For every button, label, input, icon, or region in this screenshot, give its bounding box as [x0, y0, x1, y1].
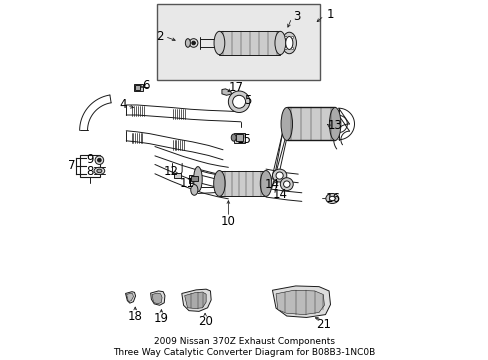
Ellipse shape — [228, 91, 249, 112]
Text: 10: 10 — [221, 215, 235, 228]
Text: 1: 1 — [326, 8, 334, 21]
Ellipse shape — [193, 167, 202, 192]
Ellipse shape — [97, 169, 102, 173]
Bar — [219, 31, 280, 55]
Ellipse shape — [94, 167, 104, 175]
Text: 2: 2 — [156, 30, 163, 43]
Ellipse shape — [213, 171, 224, 196]
Text: 4: 4 — [119, 98, 126, 111]
Circle shape — [291, 48, 293, 50]
Polygon shape — [182, 289, 211, 311]
Text: 6: 6 — [142, 80, 149, 93]
Ellipse shape — [282, 32, 296, 54]
Text: 18: 18 — [127, 310, 142, 323]
Circle shape — [291, 36, 293, 39]
Text: 9: 9 — [86, 153, 94, 166]
Polygon shape — [125, 292, 135, 303]
Ellipse shape — [285, 36, 292, 49]
Text: 12: 12 — [163, 165, 178, 178]
Ellipse shape — [281, 108, 292, 140]
Text: 11: 11 — [179, 177, 194, 190]
Bar — [191, 176, 197, 181]
Bar — [236, 134, 243, 141]
Polygon shape — [222, 89, 231, 95]
Circle shape — [191, 41, 195, 45]
Ellipse shape — [214, 31, 224, 55]
Polygon shape — [272, 286, 330, 318]
Ellipse shape — [283, 181, 289, 188]
Text: 20: 20 — [197, 315, 212, 328]
Polygon shape — [184, 292, 206, 309]
Ellipse shape — [329, 108, 340, 140]
Text: 8: 8 — [86, 166, 94, 179]
Text: 16: 16 — [325, 192, 340, 205]
Text: 15: 15 — [237, 132, 251, 145]
Text: 5: 5 — [244, 94, 251, 107]
Ellipse shape — [232, 95, 245, 108]
Bar — [219, 171, 265, 196]
Ellipse shape — [260, 171, 271, 196]
Text: 7: 7 — [68, 159, 75, 172]
Ellipse shape — [280, 178, 293, 190]
Ellipse shape — [185, 39, 190, 47]
Ellipse shape — [275, 172, 283, 179]
Bar — [286, 108, 334, 140]
Ellipse shape — [329, 196, 334, 201]
Ellipse shape — [190, 185, 198, 195]
Bar — [173, 174, 181, 178]
Bar — [234, 132, 244, 143]
Text: 21: 21 — [315, 319, 330, 332]
Polygon shape — [152, 293, 162, 304]
Circle shape — [95, 156, 103, 165]
Bar — [156, 4, 319, 80]
Bar — [134, 84, 142, 91]
Ellipse shape — [325, 193, 338, 203]
Text: 14: 14 — [264, 178, 279, 191]
Bar — [135, 85, 140, 90]
Polygon shape — [150, 291, 164, 305]
Text: 17: 17 — [228, 81, 243, 94]
Bar — [80, 156, 100, 177]
Text: 2009 Nissan 370Z Exhaust Components
Three Way Catalytic Converter Diagram for B0: 2009 Nissan 370Z Exhaust Components Thre… — [113, 337, 375, 356]
Circle shape — [189, 39, 198, 47]
Bar — [188, 175, 199, 183]
Ellipse shape — [274, 31, 285, 55]
Polygon shape — [126, 293, 133, 302]
Ellipse shape — [272, 169, 286, 182]
Text: 3: 3 — [292, 10, 300, 23]
Ellipse shape — [231, 134, 236, 141]
Text: 14: 14 — [272, 188, 287, 201]
Circle shape — [285, 36, 286, 39]
Circle shape — [98, 158, 101, 162]
Polygon shape — [275, 290, 324, 315]
Text: 19: 19 — [154, 312, 168, 325]
Circle shape — [285, 48, 286, 50]
Text: 13: 13 — [326, 119, 342, 132]
